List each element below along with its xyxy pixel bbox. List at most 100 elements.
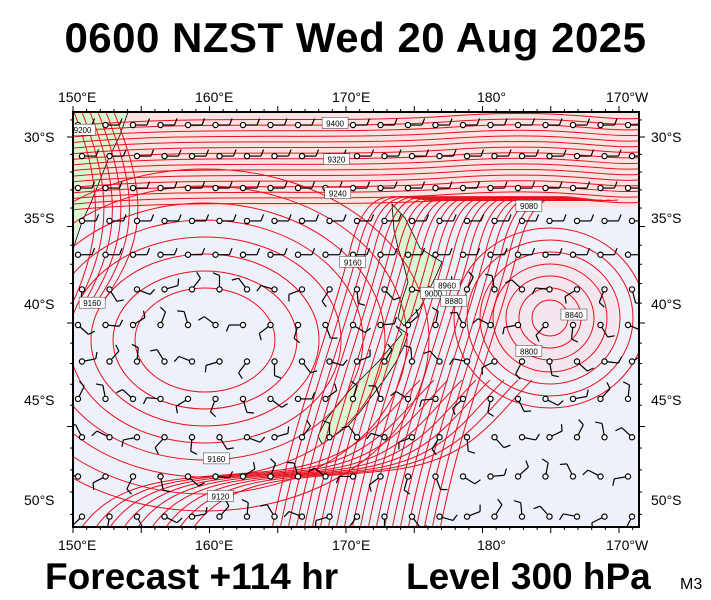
wind-barb-feather <box>487 412 495 417</box>
contour-line <box>492 263 608 373</box>
map-title: 0600 NZST Wed 20 Aug 2025 <box>64 14 647 61</box>
wind-barb-feather <box>617 149 622 157</box>
wind-barb-feather <box>622 381 630 386</box>
lat-label-left: 35°S <box>24 210 55 226</box>
wind-station-marker <box>459 473 467 480</box>
wind-station-marker <box>624 121 632 129</box>
wind-station-marker <box>184 121 192 129</box>
wind-station-marker <box>514 251 522 258</box>
wind-station-marker <box>184 251 192 258</box>
wind-station-marker <box>404 251 412 258</box>
wind-station-marker <box>573 217 581 225</box>
wind-barb-feather <box>452 408 456 416</box>
wind-station-marker <box>404 321 412 329</box>
wind-barb-feather <box>468 450 476 454</box>
wind-barb-feather <box>308 467 315 473</box>
wind-station-marker <box>597 473 604 480</box>
wind-station-marker <box>377 121 384 129</box>
wind-station-marker <box>212 121 219 129</box>
wind-station-marker <box>487 251 494 258</box>
wind-barb-feather <box>205 506 208 515</box>
wind-station-marker <box>326 513 333 520</box>
contour-line <box>91 112 122 301</box>
wind-station-marker <box>212 321 219 329</box>
wind-station-marker <box>432 473 439 480</box>
wind-barb-feather <box>150 149 155 157</box>
wind-barb-feather <box>642 182 645 189</box>
wind-station-marker <box>377 321 384 329</box>
wind-station-marker <box>243 217 251 225</box>
wind-station-marker <box>463 152 471 160</box>
wind-barb-feather <box>613 118 618 126</box>
wind-barb-feather <box>612 478 615 486</box>
wind-station-marker <box>601 217 608 225</box>
wind-station-marker <box>326 434 333 441</box>
contour-label-box <box>515 345 543 357</box>
wind-station-marker <box>377 184 384 192</box>
lon-label-bottom: 150°E <box>58 537 97 553</box>
wind-station-marker <box>491 152 498 160</box>
wind-barb-feather <box>393 181 398 189</box>
wind-station-marker <box>514 121 522 129</box>
contour-label: 9160 <box>344 258 362 267</box>
wind-station-marker <box>487 395 494 403</box>
wind-barb-feather <box>122 214 127 222</box>
contour-label-box <box>433 279 461 291</box>
contour-line <box>85 112 113 301</box>
wind-barb-feather <box>281 403 288 408</box>
contour-line <box>123 379 463 527</box>
wind-barb-feather <box>315 149 320 157</box>
wind-station-marker <box>518 513 526 520</box>
wind-barb-feather <box>269 458 276 464</box>
wind-barb-feather <box>258 333 262 341</box>
wind-station-marker <box>628 358 636 365</box>
wind-station-marker <box>624 184 632 192</box>
lat-label-right: 35°S <box>651 210 682 226</box>
wind-station-marker <box>129 395 137 403</box>
wind-station-marker <box>349 121 357 129</box>
wind-barb-feather <box>260 149 265 157</box>
contour-line <box>103 112 139 301</box>
wind-station-marker <box>349 321 357 329</box>
wind-station-marker <box>569 395 577 403</box>
wind-station-marker <box>459 321 467 329</box>
wind-station-marker <box>601 358 608 365</box>
wind-barb-feather <box>201 181 206 189</box>
wind-barb-feather <box>571 338 579 343</box>
wind-station-marker <box>491 217 498 225</box>
contour-label-box <box>324 187 352 199</box>
wind-barb-feather <box>551 374 559 378</box>
wind-station-marker <box>597 251 604 258</box>
wind-barb-feather <box>586 367 594 372</box>
wind-station-marker <box>573 358 581 365</box>
lat-label-right: 45°S <box>651 392 682 408</box>
wind-station-marker <box>216 358 223 365</box>
wind-barb-feather <box>190 450 198 455</box>
wind-station-marker <box>129 473 137 480</box>
wind-station-marker <box>573 286 581 293</box>
contour-line <box>73 202 386 478</box>
wind-barb-feather <box>586 181 591 189</box>
wind-barb-feather <box>535 433 540 441</box>
wind-station-marker <box>294 251 302 258</box>
wind-station-marker <box>184 184 192 192</box>
wind-barb-feather <box>146 247 151 255</box>
contour-label: 9200 <box>74 126 92 135</box>
wind-barb-feather <box>397 149 402 157</box>
wind-barb-feather <box>287 214 292 222</box>
wind-station-marker <box>133 286 141 293</box>
wind-barb-feather <box>617 214 622 222</box>
wind-station-marker <box>102 473 109 480</box>
wind-barb-feather <box>115 344 120 352</box>
wind-barb-feather <box>560 424 563 432</box>
lat-label-left: 45°S <box>24 392 55 408</box>
wind-station-marker <box>487 121 494 129</box>
wind-barb-feather <box>256 181 261 189</box>
wind-barb-feather <box>118 319 124 327</box>
wind-barb-feather <box>641 325 646 330</box>
wind-barb-feather <box>423 350 431 355</box>
wind-station-marker <box>349 473 357 480</box>
wind-barb-feather <box>259 436 266 443</box>
wind-barb-feather <box>403 345 411 349</box>
wind-station-marker <box>542 395 549 403</box>
